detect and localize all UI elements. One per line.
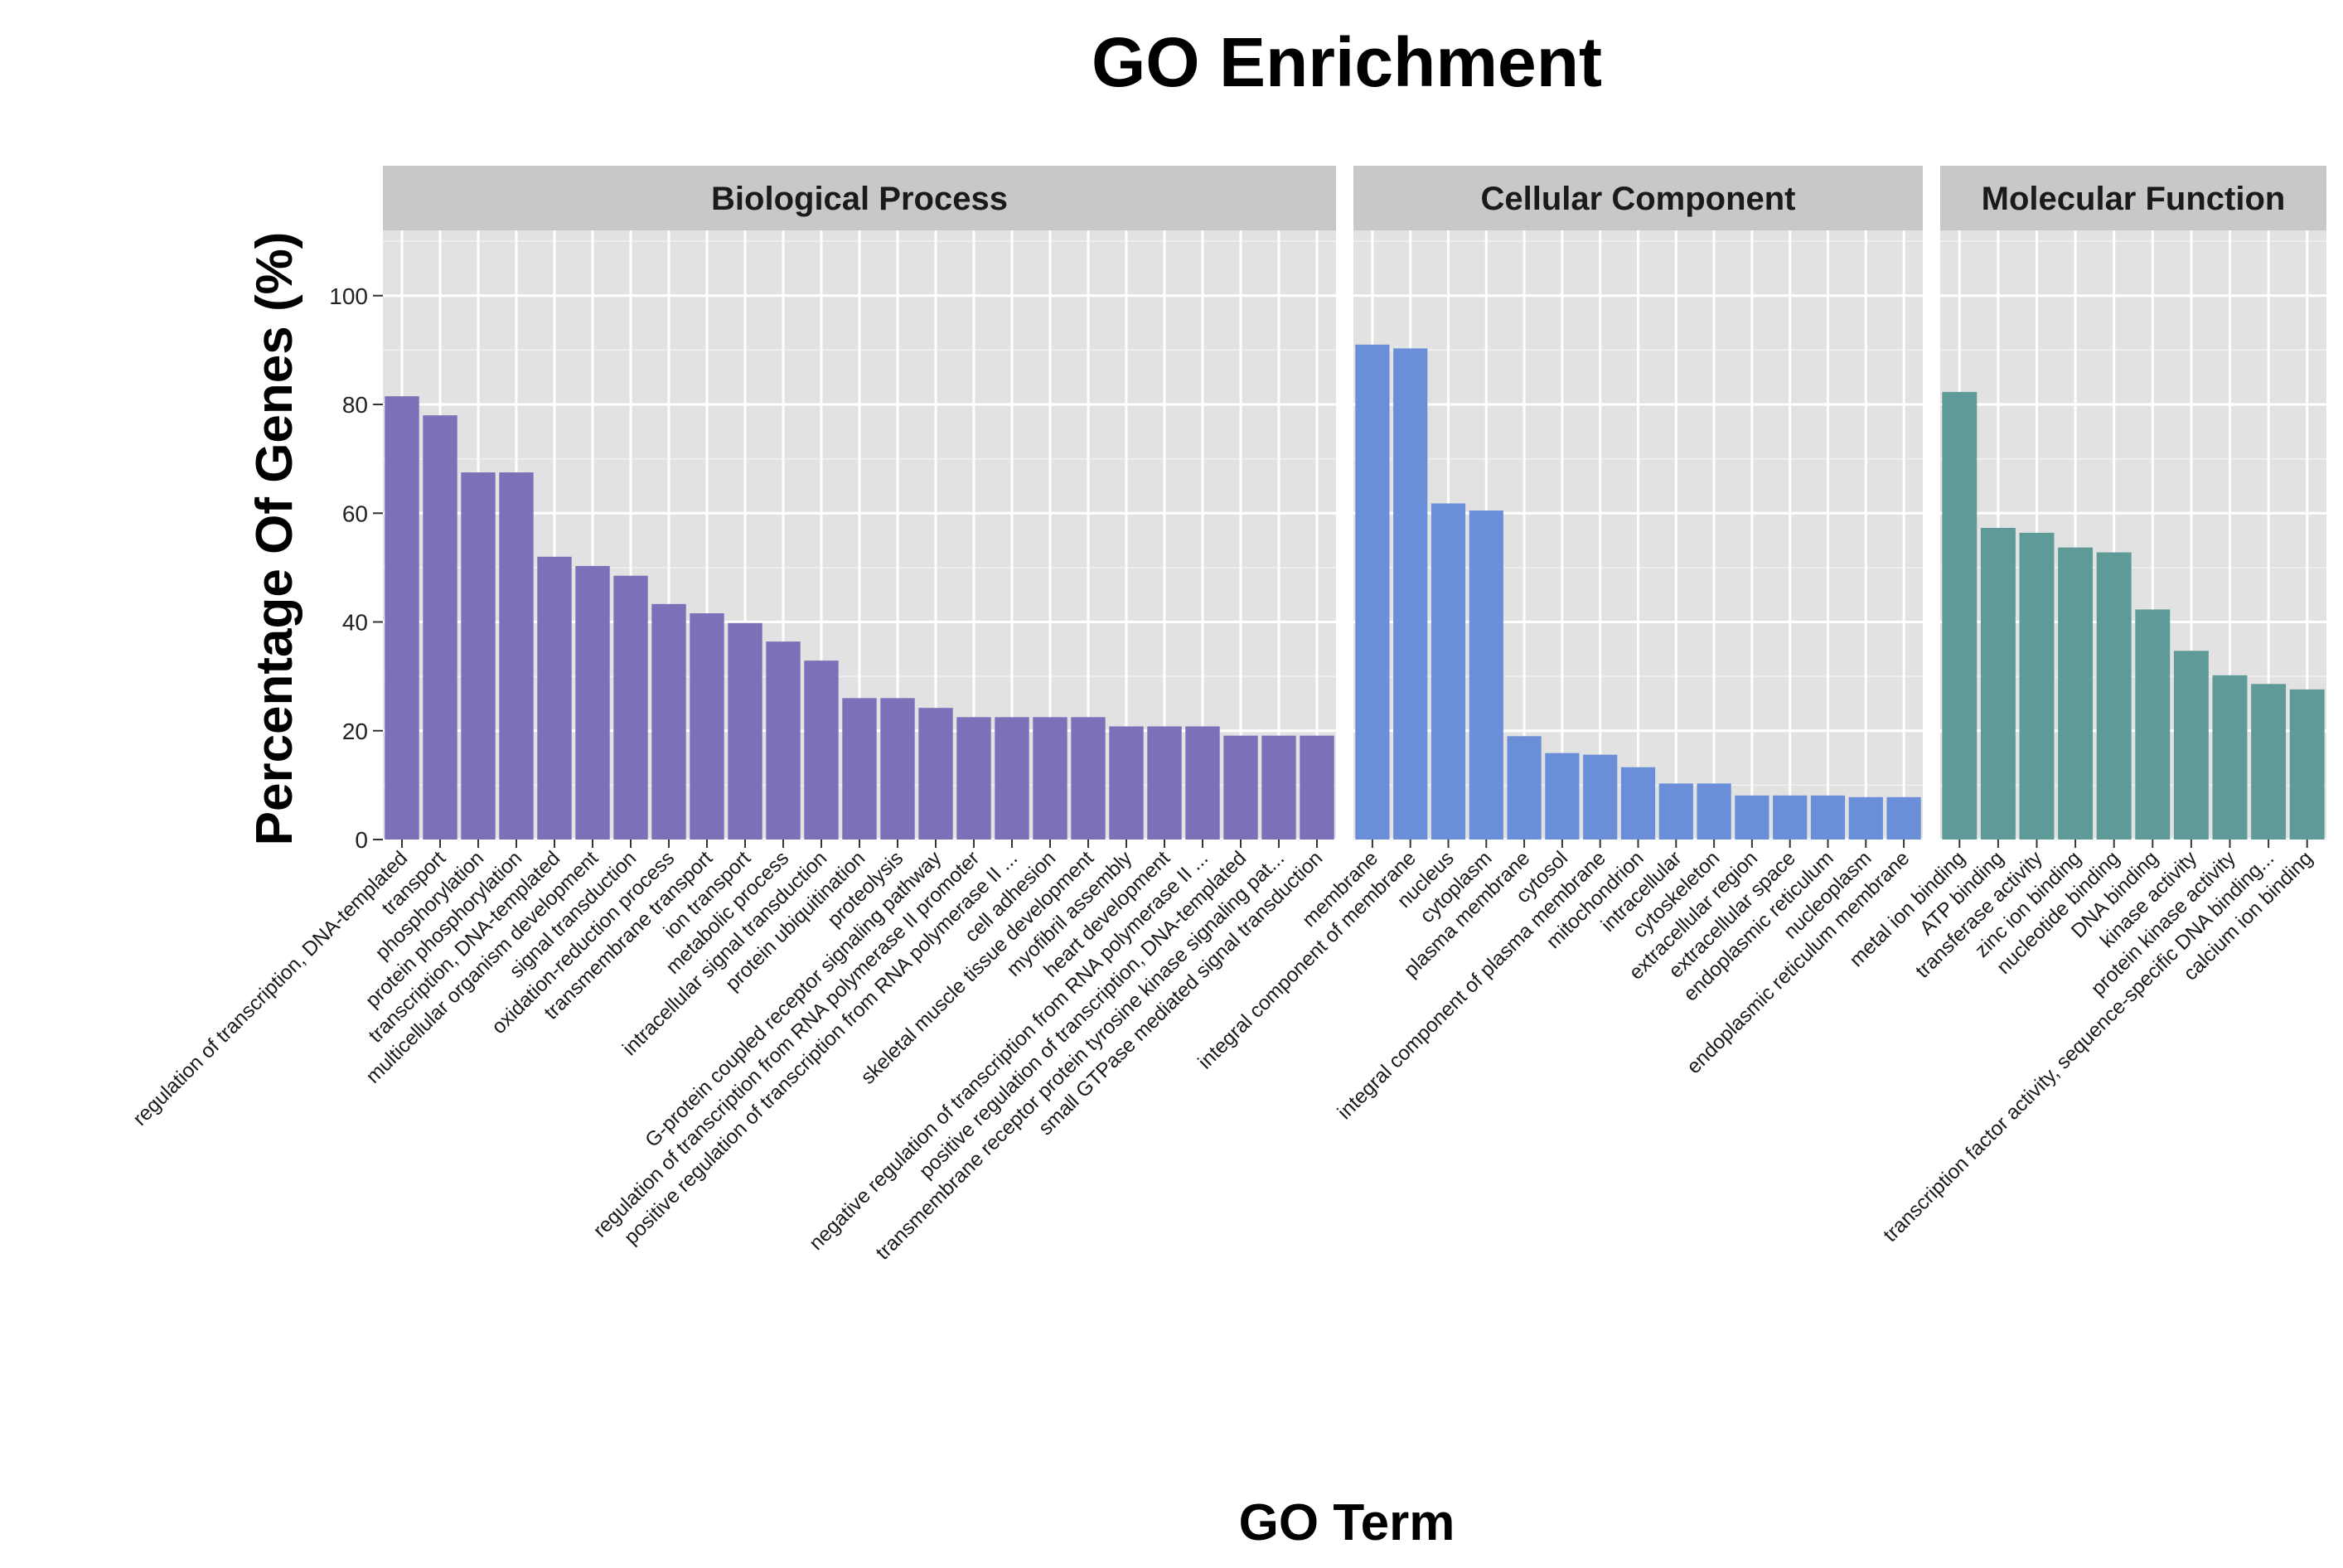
bar <box>1810 795 1846 840</box>
bar <box>651 603 686 840</box>
facet-strip-label: Cellular Component <box>1480 181 1795 217</box>
bar <box>728 622 762 840</box>
bar <box>2135 609 2171 840</box>
bar <box>499 472 534 840</box>
y-tick-label: 60 <box>342 501 368 526</box>
y-tick-label: 0 <box>355 827 368 853</box>
x-axis-title: GO Term <box>1239 1494 1455 1551</box>
bar <box>1300 735 1334 840</box>
facet-strip <box>1353 166 1923 230</box>
bar <box>537 556 572 840</box>
y-tick-label: 40 <box>342 610 368 636</box>
bar <box>2096 552 2132 840</box>
bar <box>2173 651 2209 840</box>
bar <box>613 575 648 840</box>
bar <box>385 396 419 840</box>
facet-strip <box>383 166 1336 230</box>
bar <box>461 472 496 840</box>
bar <box>1620 767 1656 840</box>
bar <box>1033 717 1067 840</box>
bar <box>2251 684 2287 840</box>
bar <box>1980 527 2016 840</box>
bar <box>2289 689 2325 840</box>
bar <box>1507 736 1542 840</box>
bar <box>575 565 610 840</box>
bar <box>690 613 724 840</box>
bar <box>1886 796 1921 840</box>
bar <box>423 415 457 840</box>
y-tick-label: 100 <box>329 283 368 309</box>
bar <box>1355 344 1390 840</box>
bar <box>1583 754 1618 840</box>
bar <box>1942 391 1978 840</box>
bar <box>1848 796 1883 840</box>
bar <box>1147 726 1182 840</box>
bar <box>995 717 1029 840</box>
bar <box>956 717 991 840</box>
bar <box>1469 510 1503 840</box>
bar <box>804 661 839 840</box>
facet-strip-label: Molecular Function <box>1982 181 2286 217</box>
bar <box>1185 726 1220 840</box>
bar <box>2212 675 2248 840</box>
bar <box>842 698 877 840</box>
bar <box>1261 735 1296 840</box>
bar <box>1697 783 1731 840</box>
bar <box>1658 783 1693 840</box>
bar <box>766 641 801 840</box>
bar <box>1773 795 1808 840</box>
y-tick-label: 80 <box>342 392 368 418</box>
bar <box>1393 348 1428 840</box>
bar <box>2058 547 2094 840</box>
facet-strip <box>1940 166 2326 230</box>
bar <box>880 698 915 840</box>
bar <box>1109 726 1144 840</box>
bar <box>1430 503 1466 840</box>
y-axis-title: Percentage Of Genes (%) <box>246 232 303 846</box>
facet-strip-label: Biological Process <box>711 181 1008 217</box>
chart-title: GO Enrichment <box>1092 23 1602 101</box>
y-tick-label: 20 <box>342 719 368 744</box>
bar <box>1223 735 1258 840</box>
bar <box>1735 795 1769 840</box>
bar <box>1545 753 1580 840</box>
bar <box>918 708 953 840</box>
bar <box>1071 717 1106 840</box>
bar <box>2019 532 2055 840</box>
